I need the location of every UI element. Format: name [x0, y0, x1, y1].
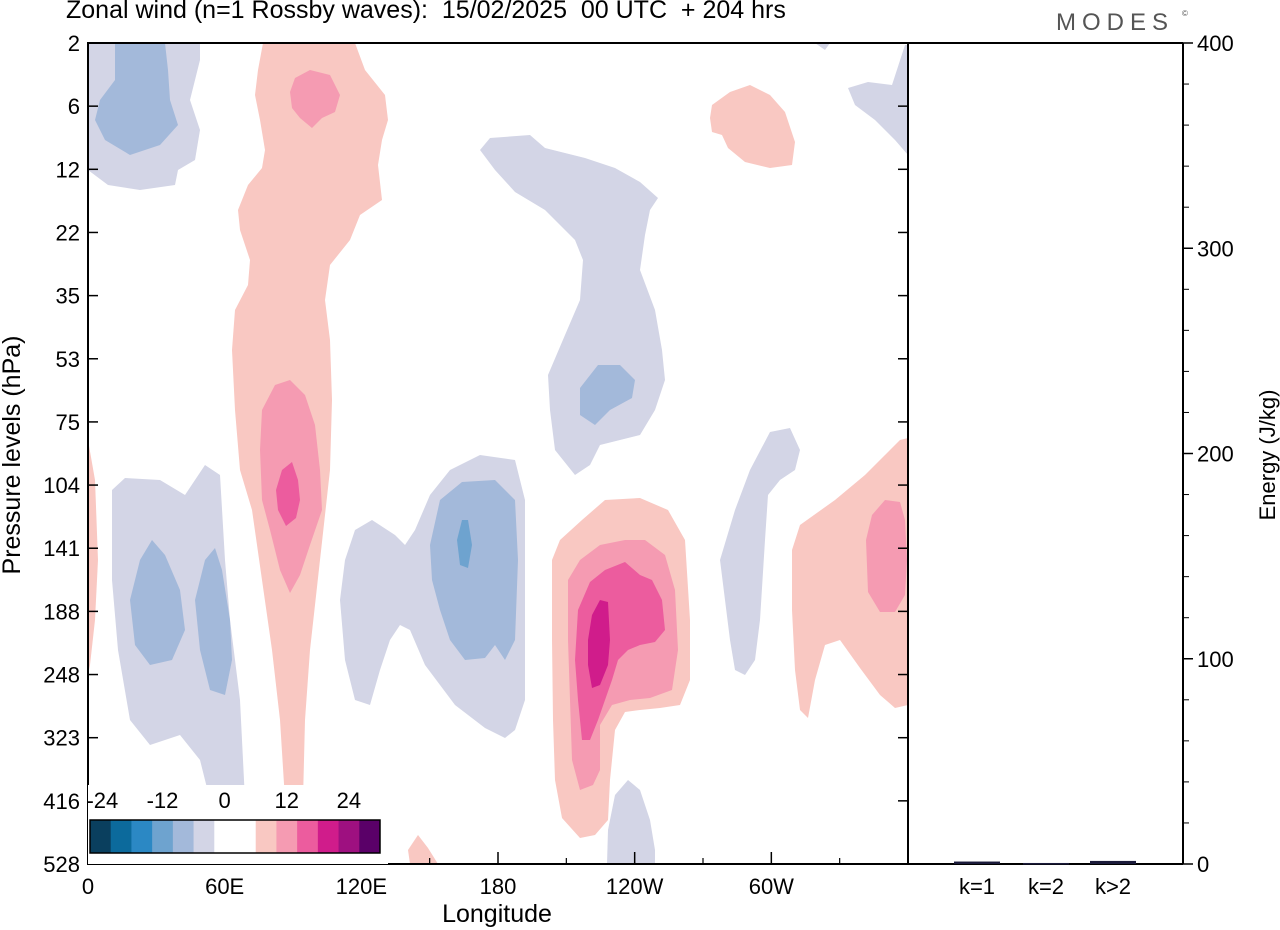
x-tick-label: 120E [336, 874, 387, 899]
colorbar-swatch [131, 820, 153, 853]
contour-pos2 [290, 70, 340, 128]
colorbar-swatch [297, 820, 319, 853]
y-tick-label: 2 [68, 31, 80, 56]
energy-bar-label: k=1 [959, 874, 995, 899]
energy-bar-label: k>2 [1095, 874, 1131, 899]
colorbar-swatch [255, 820, 277, 853]
y-tick-label: 12 [56, 157, 80, 182]
y-tick-label: 53 [56, 347, 80, 372]
energy-tick-label: 300 [1197, 236, 1234, 261]
x-tick-label: 0 [82, 874, 94, 899]
y-tick-label: 141 [43, 536, 80, 561]
colorbar-swatch [152, 820, 174, 853]
y-tick-label: 248 [43, 663, 80, 688]
colorbar-swatch [214, 820, 236, 853]
colorbar-tick-label: 0 [219, 788, 231, 813]
contour-neg2 [195, 548, 232, 695]
y-tick-label: 35 [56, 284, 80, 309]
colorbar-swatch [193, 820, 215, 853]
energy-bar [954, 861, 1000, 864]
brand-copyright-mark: © [1182, 9, 1188, 18]
y-tick-label: 528 [43, 852, 80, 877]
energy-bar [1023, 862, 1069, 865]
contour-pos3 [276, 462, 300, 526]
y-tick-label: 416 [43, 789, 80, 814]
contour-neg1 [607, 780, 655, 864]
energy-axis-label: Energy (J/kg) [1255, 390, 1280, 521]
colorbar-tick-label: -24 [86, 788, 118, 813]
colorbar-swatch [172, 820, 195, 853]
contour-pos1 [408, 835, 438, 864]
energy-bar-label: k=2 [1028, 874, 1064, 899]
colorbar-swatch [317, 820, 340, 853]
energy-tick-label: 100 [1197, 647, 1234, 672]
energy-bars: k=1 k=2 k>2 [954, 860, 1136, 899]
x-tick-label: 180 [480, 874, 517, 899]
colorbar-border [89, 819, 381, 854]
energy-tick-label: 0 [1197, 852, 1209, 877]
brand-logo: MODES [1056, 9, 1175, 36]
contour-neg2 [580, 365, 635, 425]
colorbar-swatch [110, 820, 132, 853]
contour-neg2 [130, 540, 185, 665]
contour-neg1 [720, 428, 800, 675]
contour-neg1 [480, 135, 665, 475]
y-tick-label: 75 [56, 410, 80, 435]
energy-tick-label: 200 [1197, 442, 1234, 467]
y-axis-label: Pressure levels (hPa) [0, 336, 26, 575]
x-tick-label: 60W [749, 874, 794, 899]
y-tick-label: 323 [43, 726, 80, 751]
contour-neg2 [95, 43, 178, 155]
contour-pos2 [866, 500, 907, 612]
contour-pos1 [88, 440, 98, 675]
y-tick-label: 6 [68, 94, 80, 119]
y-tick-label: 104 [43, 473, 80, 498]
colorbar: -24 -12 0 12 24 [86, 785, 388, 864]
colorbar-swatch [359, 820, 381, 853]
colorbar-tick-label: 24 [337, 788, 361, 813]
x-axis-label: Longitude [442, 900, 552, 928]
energy-bar [1090, 860, 1136, 864]
colorbar-tick-label: 12 [275, 788, 299, 813]
contour-pos1 [710, 85, 795, 168]
contour-neg3 [457, 520, 472, 568]
contour-neg2 [430, 480, 518, 660]
colorbar-swatch [338, 820, 360, 853]
energy-tick-label: 400 [1197, 31, 1234, 56]
x-tick-label: 60E [205, 874, 244, 899]
contour-pos4 [588, 600, 610, 688]
colorbar-swatch [235, 820, 257, 853]
y-tick-label: 22 [56, 220, 80, 245]
x-tick-label: 120W [606, 874, 664, 899]
wind-contours [88, 43, 908, 864]
colorbar-swatch [276, 820, 298, 853]
chart-title: Zonal wind (n=1 Rossby waves): 15/02/202… [66, 0, 786, 24]
contour-neg1 [815, 43, 830, 50]
y-tick-label: 188 [43, 599, 80, 624]
colorbar-swatch [90, 820, 112, 853]
contour-neg1 [848, 45, 908, 155]
colorbar-tick-label: -12 [147, 788, 179, 813]
